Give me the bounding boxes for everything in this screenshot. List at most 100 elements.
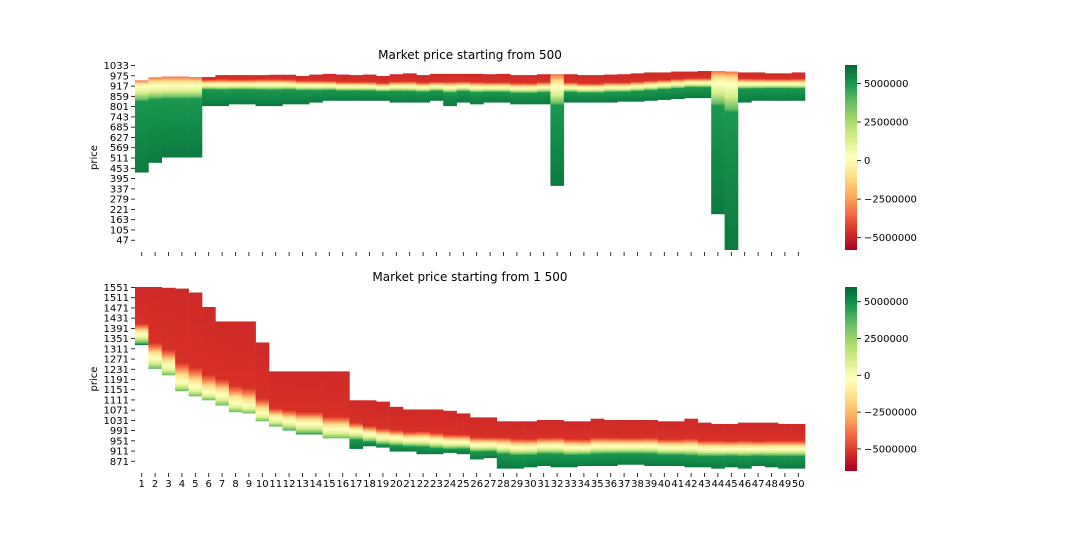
- heatmap-column-39: [644, 72, 658, 101]
- heatmap-column-36: [604, 74, 618, 103]
- x-tick-label: 33: [564, 479, 577, 490]
- x-tick-label: 7: [219, 479, 225, 490]
- heatmap-column-7: [215, 321, 230, 406]
- x-tick-label: 43: [698, 479, 711, 490]
- x-tick-label: 22: [417, 479, 430, 490]
- heatmap-column-14: [309, 74, 323, 103]
- heatmap-column-35: [590, 75, 605, 103]
- y-tick-label: 1151: [104, 385, 129, 396]
- x-tick-label: 25: [457, 479, 470, 490]
- x-tick-label: 6: [206, 479, 212, 490]
- heatmap-column-13: [295, 371, 310, 435]
- heatmap-column-18: [362, 400, 377, 447]
- x-tick-label: 3: [165, 479, 171, 490]
- y-tick-label: 917: [110, 82, 129, 93]
- heatmap-column-25: [456, 73, 471, 103]
- chart-title: Market price starting from 500: [378, 48, 562, 62]
- y-tick-label: 395: [110, 174, 129, 185]
- heatmap-column-50: [791, 423, 806, 469]
- heatmap-column-29: [510, 75, 524, 105]
- colorbar-tick-label: 2500000: [864, 118, 909, 129]
- heatmap-column-38: [630, 420, 645, 465]
- colorbar-tick-label: 2500000: [864, 334, 909, 345]
- x-tick-label: 29: [511, 479, 524, 490]
- heatmap-column-20: [389, 406, 404, 452]
- heatmap-column-33: [563, 74, 578, 103]
- heatmap-column-16: [336, 371, 350, 439]
- heatmap-column-21: [403, 409, 417, 452]
- x-tick-label: 16: [336, 479, 349, 490]
- colorbar-tick-label: −2500000: [864, 408, 917, 419]
- heatmap-column-5: [188, 292, 203, 397]
- heatmap-column-32: [550, 74, 565, 186]
- y-tick-label: 1311: [104, 344, 129, 355]
- x-tick-label: 27: [484, 479, 497, 490]
- heatmap-column-23: [429, 73, 444, 101]
- heatmap-column-22: [416, 409, 431, 455]
- heatmap-column-29: [510, 421, 524, 469]
- x-tick-label: 10: [256, 479, 269, 490]
- x-tick-label: 14: [310, 479, 323, 490]
- heatmap-column-40: [657, 72, 672, 100]
- heatmap-column-49: [778, 73, 792, 101]
- x-tick-label: 50: [792, 479, 805, 490]
- y-tick-label: 1471: [104, 303, 129, 314]
- heatmap-column-45: [724, 423, 739, 468]
- y-tick-label: 951: [110, 436, 129, 447]
- y-axis-label: price: [89, 145, 100, 170]
- heatmap-column-2: [148, 77, 163, 163]
- y-tick-label: 1271: [104, 355, 129, 366]
- heatmap-column-41: [671, 421, 685, 467]
- y-tick-label: 221: [110, 205, 129, 216]
- colorbar-tick-label: −2500000: [864, 195, 917, 206]
- y-tick-label: 859: [110, 92, 129, 103]
- heatmap-column-36: [604, 420, 618, 467]
- y-tick-label: 453: [110, 164, 129, 175]
- heatmap-column-43: [697, 422, 712, 468]
- y-tick-label: 1111: [104, 395, 129, 406]
- heatmap-column-12: [282, 371, 297, 431]
- heatmap-column-6: [202, 306, 216, 401]
- colorbar-tick-label: 5000000: [864, 79, 909, 90]
- heatmap-column-30: [523, 421, 538, 468]
- y-tick-label: 1033: [104, 61, 129, 72]
- heatmap-column-7: [215, 75, 230, 107]
- chart-title: Market price starting from 1 500: [372, 270, 567, 284]
- colorbar: [845, 65, 857, 250]
- y-tick-label: 1431: [104, 314, 129, 325]
- x-tick-label: 21: [403, 479, 416, 490]
- heatmap-column-4: [175, 76, 189, 158]
- heatmap-column-22: [416, 75, 431, 103]
- heatmap-panel-1: Market price starting from 500 price 1033 9…: [89, 48, 917, 256]
- heatmap-column-46: [738, 422, 752, 469]
- y-tick-label: 163: [110, 215, 129, 226]
- y-tick-label: 337: [110, 184, 129, 195]
- heatmap-panel-2: Market price starting from 1 500price155…: [89, 270, 917, 490]
- x-tick-label: 34: [578, 479, 591, 490]
- x-tick-label: 35: [591, 479, 604, 490]
- heatmap-column-15: [322, 371, 337, 439]
- heatmap-column-33: [563, 421, 578, 468]
- heatmap-column-19: [376, 75, 390, 101]
- x-tick-label: 46: [738, 479, 751, 490]
- heatmap-column-26: [470, 73, 484, 105]
- heatmap-column-27: [483, 417, 498, 459]
- heatmap-column-31: [537, 74, 551, 105]
- x-tick-label: 38: [631, 479, 644, 490]
- colorbar-tick-label: 0: [864, 371, 870, 382]
- heatmap-column-37: [617, 420, 632, 465]
- heatmap-column-28: [496, 73, 511, 103]
- x-tick-label: 8: [232, 479, 238, 490]
- heatmap-column-3: [161, 76, 176, 158]
- x-tick-label: 26: [470, 479, 483, 490]
- heatmap-column-8: [228, 321, 243, 413]
- heatmap-column-23: [429, 409, 444, 455]
- y-tick-label: 685: [110, 123, 129, 134]
- heatmap-column-10: [255, 342, 270, 422]
- heatmap-column-12: [282, 74, 297, 105]
- heatmap-column-24: [443, 410, 457, 453]
- heatmap-column-46: [738, 72, 752, 103]
- x-tick-label: 41: [671, 479, 684, 490]
- y-tick-label: 1391: [104, 324, 129, 335]
- x-tick-label: 19: [377, 479, 390, 490]
